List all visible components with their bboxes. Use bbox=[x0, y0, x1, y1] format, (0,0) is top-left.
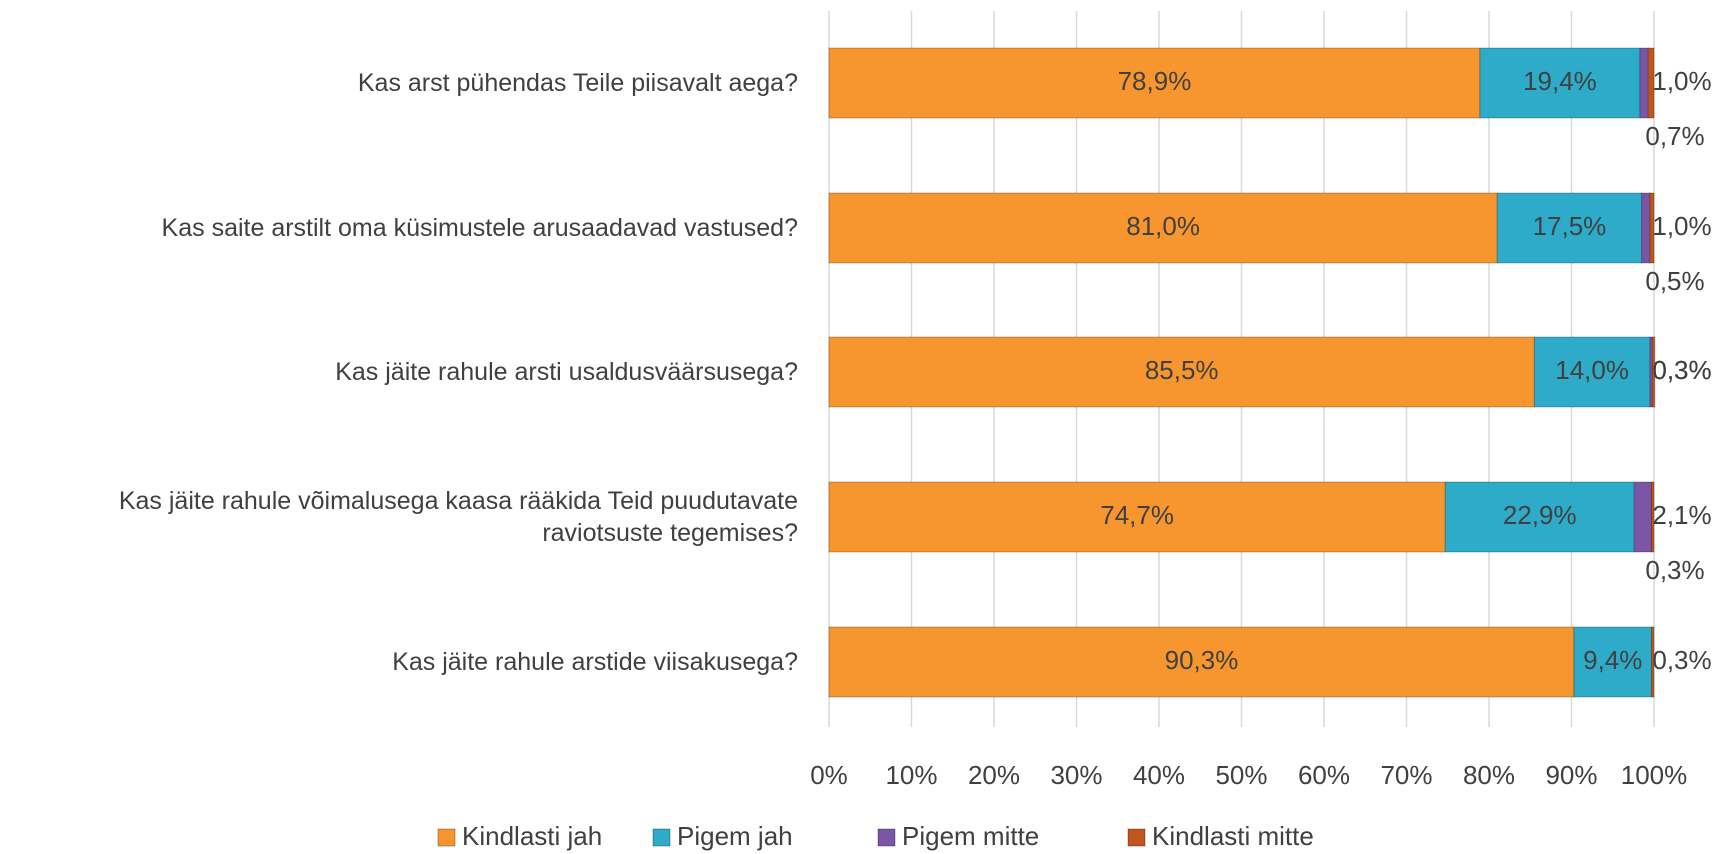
legend-swatch bbox=[877, 828, 896, 847]
bar-segment bbox=[828, 192, 1498, 264]
x-tick-label: 20% bbox=[968, 760, 1020, 790]
category-label: Kas jäite rahule arstide viisakusega? bbox=[392, 648, 798, 676]
bar-segment bbox=[1496, 192, 1643, 264]
bar-segment bbox=[1641, 192, 1651, 264]
data-label: 0,3% bbox=[1652, 645, 1711, 675]
legend-label: Kindlasti jah bbox=[462, 821, 602, 851]
data-label: 0,3% bbox=[1645, 555, 1704, 585]
legend-label: Pigem mitte bbox=[902, 821, 1039, 851]
data-label: 9,4% bbox=[1583, 645, 1642, 675]
data-label: 0,3% bbox=[1652, 355, 1711, 385]
bar-segment bbox=[1651, 626, 1655, 698]
bar-segment bbox=[1639, 47, 1649, 119]
bar-segment bbox=[828, 336, 1535, 408]
x-tick-label: 70% bbox=[1380, 760, 1432, 790]
legend-swatch bbox=[437, 828, 456, 847]
category-label: Kas jäite rahule arsti usaldusväärsusega… bbox=[335, 358, 798, 386]
data-label: 19,4% bbox=[1523, 66, 1597, 96]
legend-label: Kindlasti mitte bbox=[1152, 821, 1314, 851]
bar-segment bbox=[828, 47, 1481, 119]
x-tick-label: 60% bbox=[1298, 760, 1350, 790]
x-tick-label: 40% bbox=[1133, 760, 1185, 790]
legend-label: Pigem jah bbox=[677, 821, 793, 851]
data-label: 0,7% bbox=[1645, 121, 1704, 151]
bar-segment bbox=[1573, 626, 1653, 698]
category-label: Kas arst pühendas Teile piisavalt aega? bbox=[357, 69, 798, 97]
x-tick-label: 10% bbox=[885, 760, 937, 790]
category-label: Kas jäite rahule võimalusega kaasa rääki… bbox=[118, 487, 798, 547]
bar-segment bbox=[1479, 47, 1641, 119]
bar-segment bbox=[1651, 336, 1656, 408]
bar-segment bbox=[1533, 336, 1651, 408]
x-tick-label: 0% bbox=[810, 760, 848, 790]
data-label: 17,5% bbox=[1533, 211, 1607, 241]
legend-swatch bbox=[652, 828, 671, 847]
bar-segment bbox=[828, 626, 1575, 698]
bar-segment bbox=[1647, 47, 1655, 119]
x-tick-label: 30% bbox=[1050, 760, 1102, 790]
legend-swatch bbox=[1127, 828, 1146, 847]
data-label: 85,5% bbox=[1145, 355, 1219, 385]
bar-segment bbox=[1651, 481, 1655, 553]
bar-segment bbox=[1649, 192, 1655, 264]
data-label: 0,5% bbox=[1645, 266, 1704, 296]
x-tick-label: 100% bbox=[1621, 760, 1688, 790]
x-tick-label: 80% bbox=[1463, 760, 1515, 790]
data-label: 1,0% bbox=[1652, 211, 1711, 241]
bar-segment bbox=[1444, 481, 1635, 553]
x-tick-label: 90% bbox=[1545, 760, 1597, 790]
data-label: 22,9% bbox=[1503, 500, 1577, 530]
data-label: 78,9% bbox=[1118, 66, 1192, 96]
data-label: 90,3% bbox=[1165, 645, 1239, 675]
data-label: 0,3% bbox=[1652, 355, 1711, 385]
data-label: 74,7% bbox=[1100, 500, 1174, 530]
data-label: 14,0% bbox=[1555, 355, 1629, 385]
bar-segment bbox=[1633, 481, 1653, 553]
category-label: Kas saite arstilt oma küsimustele arusaa… bbox=[161, 214, 798, 242]
data-label: 2,1% bbox=[1652, 500, 1711, 530]
data-label: 1,0% bbox=[1652, 66, 1711, 96]
x-tick-label: 50% bbox=[1215, 760, 1267, 790]
data-label: 81,0% bbox=[1126, 211, 1200, 241]
